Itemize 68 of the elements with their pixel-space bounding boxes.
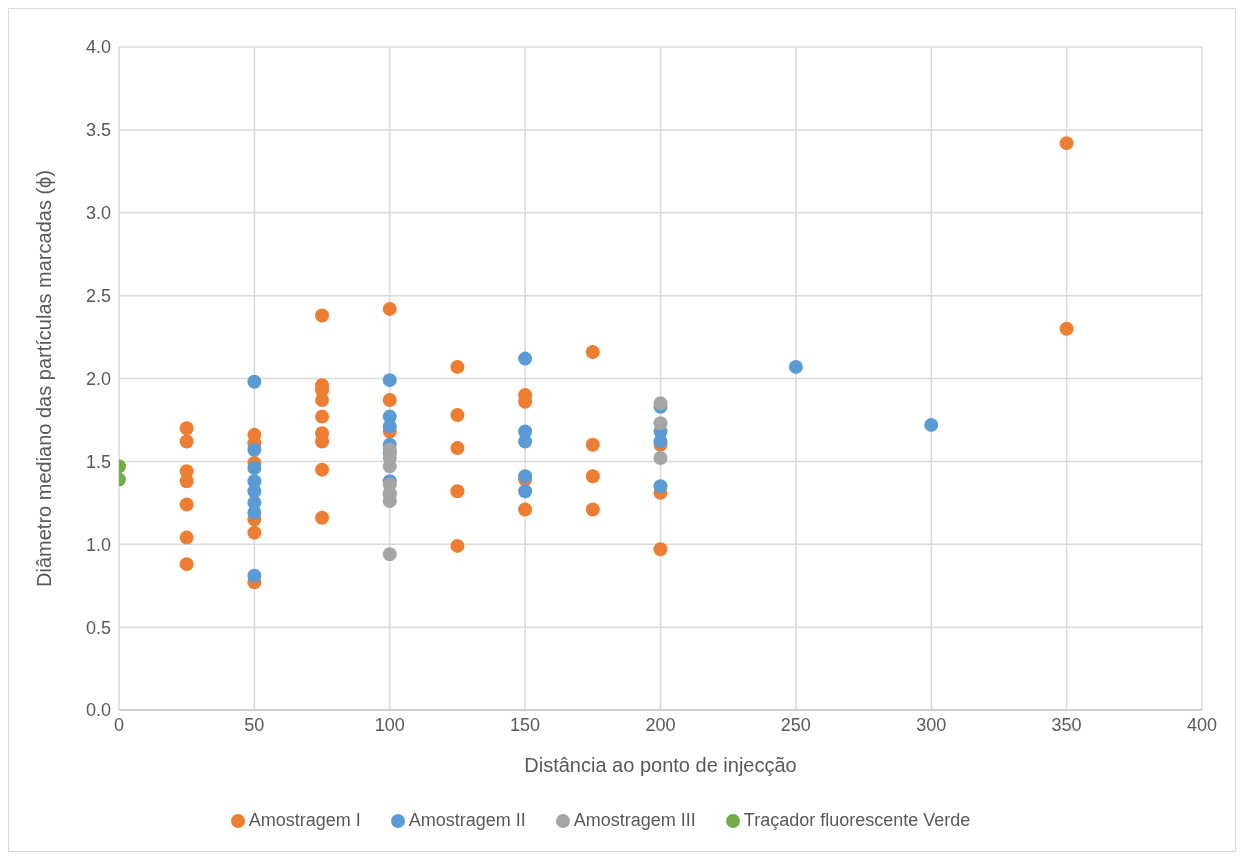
x-tick-label: 300 [916, 714, 947, 735]
x-tick-label: 0 [113, 714, 125, 735]
point [179, 497, 194, 512]
point [179, 421, 194, 436]
point [450, 359, 465, 374]
point [585, 437, 600, 452]
x-tick-label: 400 [1186, 714, 1218, 735]
point [450, 538, 465, 553]
legend-label: Traçador fluorescente Verde [743, 810, 971, 830]
y-tick-label: 0.5 [85, 617, 111, 638]
y-tick-label: 1.0 [85, 534, 111, 555]
point [518, 351, 533, 366]
x-tick-label: 250 [780, 714, 811, 735]
point [315, 462, 330, 477]
point [247, 525, 262, 540]
legend-label: Amostragem I [248, 810, 361, 830]
x-tick-label: 50 [244, 714, 265, 735]
x-tick-label: 150 [510, 714, 541, 735]
point [518, 502, 533, 517]
point [653, 451, 668, 466]
point [382, 419, 397, 434]
point [450, 484, 465, 499]
point [788, 359, 803, 374]
point [179, 530, 194, 545]
y-tick-label: 0.0 [85, 700, 111, 721]
point [518, 434, 533, 449]
point [653, 542, 668, 557]
point [653, 479, 668, 494]
y-tick-label: 1.5 [85, 451, 111, 472]
point [315, 409, 330, 424]
point [382, 373, 397, 388]
point [179, 557, 194, 572]
y-axis-title: Diâmetro mediano das partículas marcadas (ϕ) [33, 170, 56, 587]
point [585, 502, 600, 517]
legend-label: Amostragem III [573, 810, 696, 830]
point [585, 344, 600, 359]
y-tick-label: 4.0 [85, 37, 111, 58]
x-tick-label: 100 [374, 714, 405, 735]
point [247, 505, 262, 520]
point [382, 547, 397, 562]
legend-label: Amostragem II [408, 810, 526, 830]
point [315, 393, 330, 408]
point [450, 441, 465, 456]
y-tick-label: 2.5 [85, 286, 111, 307]
y-tick-label: 2.0 [85, 368, 111, 389]
point [247, 461, 262, 476]
y-tick-label: 3.5 [85, 120, 111, 141]
y-tick-label: 3.0 [85, 203, 111, 224]
point [179, 474, 194, 489]
point [382, 393, 397, 408]
x-tick-label: 350 [1051, 714, 1082, 735]
point [382, 301, 397, 316]
point [450, 407, 465, 422]
point [315, 510, 330, 525]
point [247, 568, 262, 583]
point [179, 434, 194, 449]
point [518, 484, 533, 499]
point [247, 442, 262, 457]
point [924, 417, 939, 432]
point [1059, 321, 1074, 336]
x-axis-title: Distância ao ponto de injecção [524, 754, 797, 776]
point [247, 374, 262, 389]
x-tick-label: 200 [645, 714, 676, 735]
point [1059, 136, 1074, 151]
point [382, 494, 397, 509]
point [653, 416, 668, 431]
point [585, 469, 600, 484]
point [315, 308, 330, 323]
